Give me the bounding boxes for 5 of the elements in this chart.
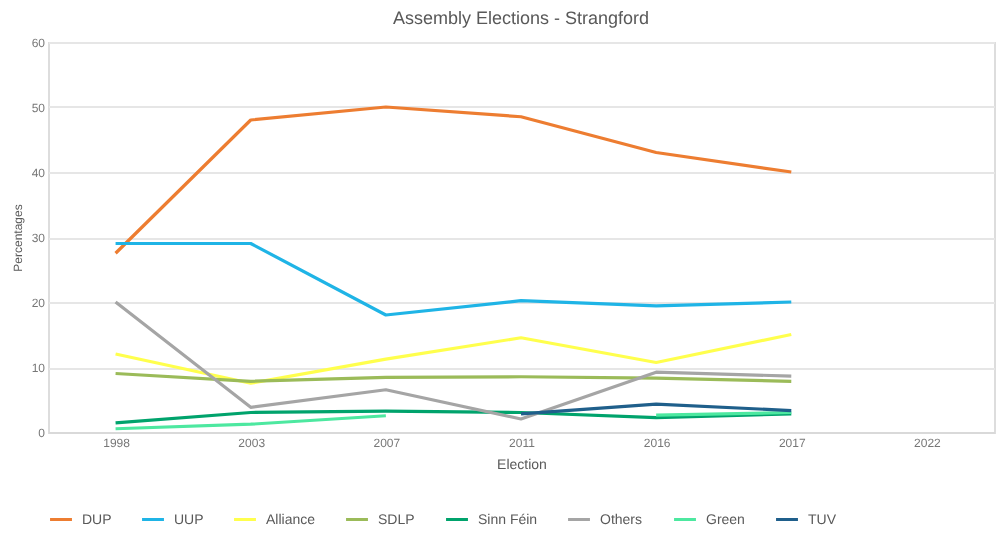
line-series: [113, 300, 793, 421]
line-series: [113, 105, 793, 255]
line-series: [113, 241, 793, 317]
chart-title: Assembly Elections - Strangford: [392, 8, 650, 28]
line-series: [113, 332, 793, 385]
